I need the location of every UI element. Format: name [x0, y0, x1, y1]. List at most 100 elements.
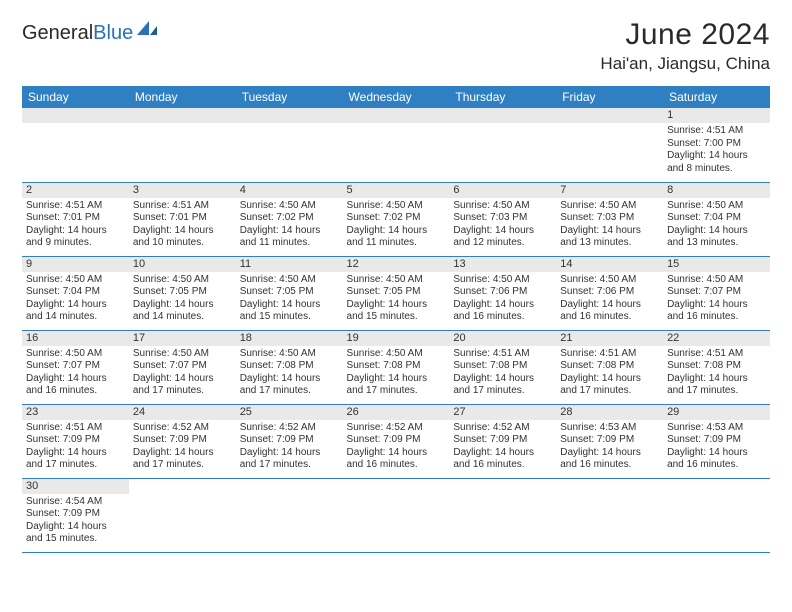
daylight-line: Daylight: 14 hours and 17 minutes.	[560, 373, 659, 398]
sunrise-line: Sunrise: 4:52 AM	[347, 422, 446, 435]
calendar-cell-empty	[129, 478, 236, 552]
sunrise-line: Sunrise: 4:50 AM	[347, 274, 446, 287]
month-title: June 2024	[600, 18, 770, 52]
day-number: 4	[236, 183, 343, 198]
calendar-cell: 21Sunrise: 4:51 AMSunset: 7:08 PMDayligh…	[556, 330, 663, 404]
calendar-row: 23Sunrise: 4:51 AMSunset: 7:09 PMDayligh…	[22, 404, 770, 478]
sunrise-line: Sunrise: 4:50 AM	[560, 200, 659, 213]
sunrise-line: Sunrise: 4:51 AM	[453, 348, 552, 361]
daylight-line: Daylight: 14 hours and 11 minutes.	[240, 225, 339, 250]
calendar-row: 2Sunrise: 4:51 AMSunset: 7:01 PMDaylight…	[22, 182, 770, 256]
daylight-line: Daylight: 14 hours and 13 minutes.	[560, 225, 659, 250]
calendar-cell: 16Sunrise: 4:50 AMSunset: 7:07 PMDayligh…	[22, 330, 129, 404]
sunset-line: Sunset: 7:05 PM	[240, 286, 339, 299]
day-details: Sunrise: 4:50 AMSunset: 7:02 PMDaylight:…	[343, 198, 450, 253]
calendar-cell-empty	[236, 478, 343, 552]
sunset-line: Sunset: 7:06 PM	[453, 286, 552, 299]
sunrise-line: Sunrise: 4:53 AM	[667, 422, 766, 435]
sunset-line: Sunset: 7:07 PM	[667, 286, 766, 299]
daylight-line: Daylight: 14 hours and 17 minutes.	[133, 447, 232, 472]
daylight-line: Daylight: 14 hours and 14 minutes.	[26, 299, 125, 324]
logo-part1: General	[22, 22, 93, 44]
weekday-header: Saturday	[663, 86, 770, 108]
day-number: 10	[129, 257, 236, 272]
sunrise-line: Sunrise: 4:50 AM	[26, 274, 125, 287]
sunset-line: Sunset: 7:04 PM	[26, 286, 125, 299]
sunset-line: Sunset: 7:09 PM	[560, 434, 659, 447]
day-number: 18	[236, 331, 343, 346]
sunrise-line: Sunrise: 4:50 AM	[240, 274, 339, 287]
daylight-line: Daylight: 14 hours and 12 minutes.	[453, 225, 552, 250]
day-details: Sunrise: 4:50 AMSunset: 7:02 PMDaylight:…	[236, 198, 343, 253]
calendar-cell: 9Sunrise: 4:50 AMSunset: 7:04 PMDaylight…	[22, 256, 129, 330]
sail-icon	[135, 19, 161, 42]
sunset-line: Sunset: 7:09 PM	[347, 434, 446, 447]
sunrise-line: Sunrise: 4:51 AM	[133, 200, 232, 213]
day-details: Sunrise: 4:53 AMSunset: 7:09 PMDaylight:…	[663, 420, 770, 475]
day-number: 7	[556, 183, 663, 198]
day-details: Sunrise: 4:52 AMSunset: 7:09 PMDaylight:…	[129, 420, 236, 475]
calendar-table: SundayMondayTuesdayWednesdayThursdayFrid…	[22, 86, 770, 553]
sunset-line: Sunset: 7:07 PM	[133, 360, 232, 373]
day-details: Sunrise: 4:50 AMSunset: 7:08 PMDaylight:…	[236, 346, 343, 401]
calendar-cell: 3Sunrise: 4:51 AMSunset: 7:01 PMDaylight…	[129, 182, 236, 256]
day-details: Sunrise: 4:50 AMSunset: 7:07 PMDaylight:…	[663, 272, 770, 327]
day-details: Sunrise: 4:50 AMSunset: 7:08 PMDaylight:…	[343, 346, 450, 401]
day-number: 5	[343, 183, 450, 198]
calendar-cell: 14Sunrise: 4:50 AMSunset: 7:06 PMDayligh…	[556, 256, 663, 330]
calendar-cell: 15Sunrise: 4:50 AMSunset: 7:07 PMDayligh…	[663, 256, 770, 330]
calendar-cell: 17Sunrise: 4:50 AMSunset: 7:07 PMDayligh…	[129, 330, 236, 404]
day-number: 3	[129, 183, 236, 198]
sunrise-line: Sunrise: 4:51 AM	[26, 200, 125, 213]
day-number-empty	[22, 108, 129, 123]
header: GeneralBlue June 2024 Hai'an, Jiangsu, C…	[22, 18, 770, 74]
day-details: Sunrise: 4:52 AMSunset: 7:09 PMDaylight:…	[236, 420, 343, 475]
calendar-cell: 4Sunrise: 4:50 AMSunset: 7:02 PMDaylight…	[236, 182, 343, 256]
day-details: Sunrise: 4:51 AMSunset: 7:08 PMDaylight:…	[556, 346, 663, 401]
daylight-line: Daylight: 14 hours and 13 minutes.	[667, 225, 766, 250]
sunset-line: Sunset: 7:01 PM	[26, 212, 125, 225]
daylight-line: Daylight: 14 hours and 11 minutes.	[347, 225, 446, 250]
day-number: 23	[22, 405, 129, 420]
day-details: Sunrise: 4:50 AMSunset: 7:05 PMDaylight:…	[236, 272, 343, 327]
day-details: Sunrise: 4:51 AMSunset: 7:01 PMDaylight:…	[22, 198, 129, 253]
sunset-line: Sunset: 7:07 PM	[26, 360, 125, 373]
calendar-cell: 12Sunrise: 4:50 AMSunset: 7:05 PMDayligh…	[343, 256, 450, 330]
sunrise-line: Sunrise: 4:51 AM	[560, 348, 659, 361]
daylight-line: Daylight: 14 hours and 16 minutes.	[453, 447, 552, 472]
calendar-cell: 18Sunrise: 4:50 AMSunset: 7:08 PMDayligh…	[236, 330, 343, 404]
day-number: 20	[449, 331, 556, 346]
day-number-empty	[556, 108, 663, 123]
sunrise-line: Sunrise: 4:50 AM	[667, 274, 766, 287]
day-details: Sunrise: 4:51 AMSunset: 7:08 PMDaylight:…	[449, 346, 556, 401]
weekday-header: Sunday	[22, 86, 129, 108]
day-number: 29	[663, 405, 770, 420]
sunrise-line: Sunrise: 4:50 AM	[133, 348, 232, 361]
calendar-cell: 29Sunrise: 4:53 AMSunset: 7:09 PMDayligh…	[663, 404, 770, 478]
sunset-line: Sunset: 7:09 PM	[26, 434, 125, 447]
weekday-header: Monday	[129, 86, 236, 108]
day-details: Sunrise: 4:52 AMSunset: 7:09 PMDaylight:…	[343, 420, 450, 475]
calendar-row: 16Sunrise: 4:50 AMSunset: 7:07 PMDayligh…	[22, 330, 770, 404]
daylight-line: Daylight: 14 hours and 17 minutes.	[26, 447, 125, 472]
calendar-cell: 22Sunrise: 4:51 AMSunset: 7:08 PMDayligh…	[663, 330, 770, 404]
day-details: Sunrise: 4:50 AMSunset: 7:04 PMDaylight:…	[22, 272, 129, 327]
calendar-cell: 26Sunrise: 4:52 AMSunset: 7:09 PMDayligh…	[343, 404, 450, 478]
calendar-cell: 27Sunrise: 4:52 AMSunset: 7:09 PMDayligh…	[449, 404, 556, 478]
day-number: 16	[22, 331, 129, 346]
daylight-line: Daylight: 14 hours and 16 minutes.	[667, 299, 766, 324]
day-details: Sunrise: 4:51 AMSunset: 7:01 PMDaylight:…	[129, 198, 236, 253]
daylight-line: Daylight: 14 hours and 17 minutes.	[667, 373, 766, 398]
day-number-empty	[129, 108, 236, 123]
sunset-line: Sunset: 7:00 PM	[667, 138, 766, 151]
day-number: 24	[129, 405, 236, 420]
calendar-cell: 13Sunrise: 4:50 AMSunset: 7:06 PMDayligh…	[449, 256, 556, 330]
day-number: 25	[236, 405, 343, 420]
weekday-header: Tuesday	[236, 86, 343, 108]
day-details: Sunrise: 4:51 AMSunset: 7:09 PMDaylight:…	[22, 420, 129, 475]
calendar-cell-empty	[343, 108, 450, 182]
calendar-cell-empty	[129, 108, 236, 182]
day-details: Sunrise: 4:50 AMSunset: 7:06 PMDaylight:…	[556, 272, 663, 327]
calendar-cell: 30Sunrise: 4:54 AMSunset: 7:09 PMDayligh…	[22, 478, 129, 552]
weekday-header: Wednesday	[343, 86, 450, 108]
